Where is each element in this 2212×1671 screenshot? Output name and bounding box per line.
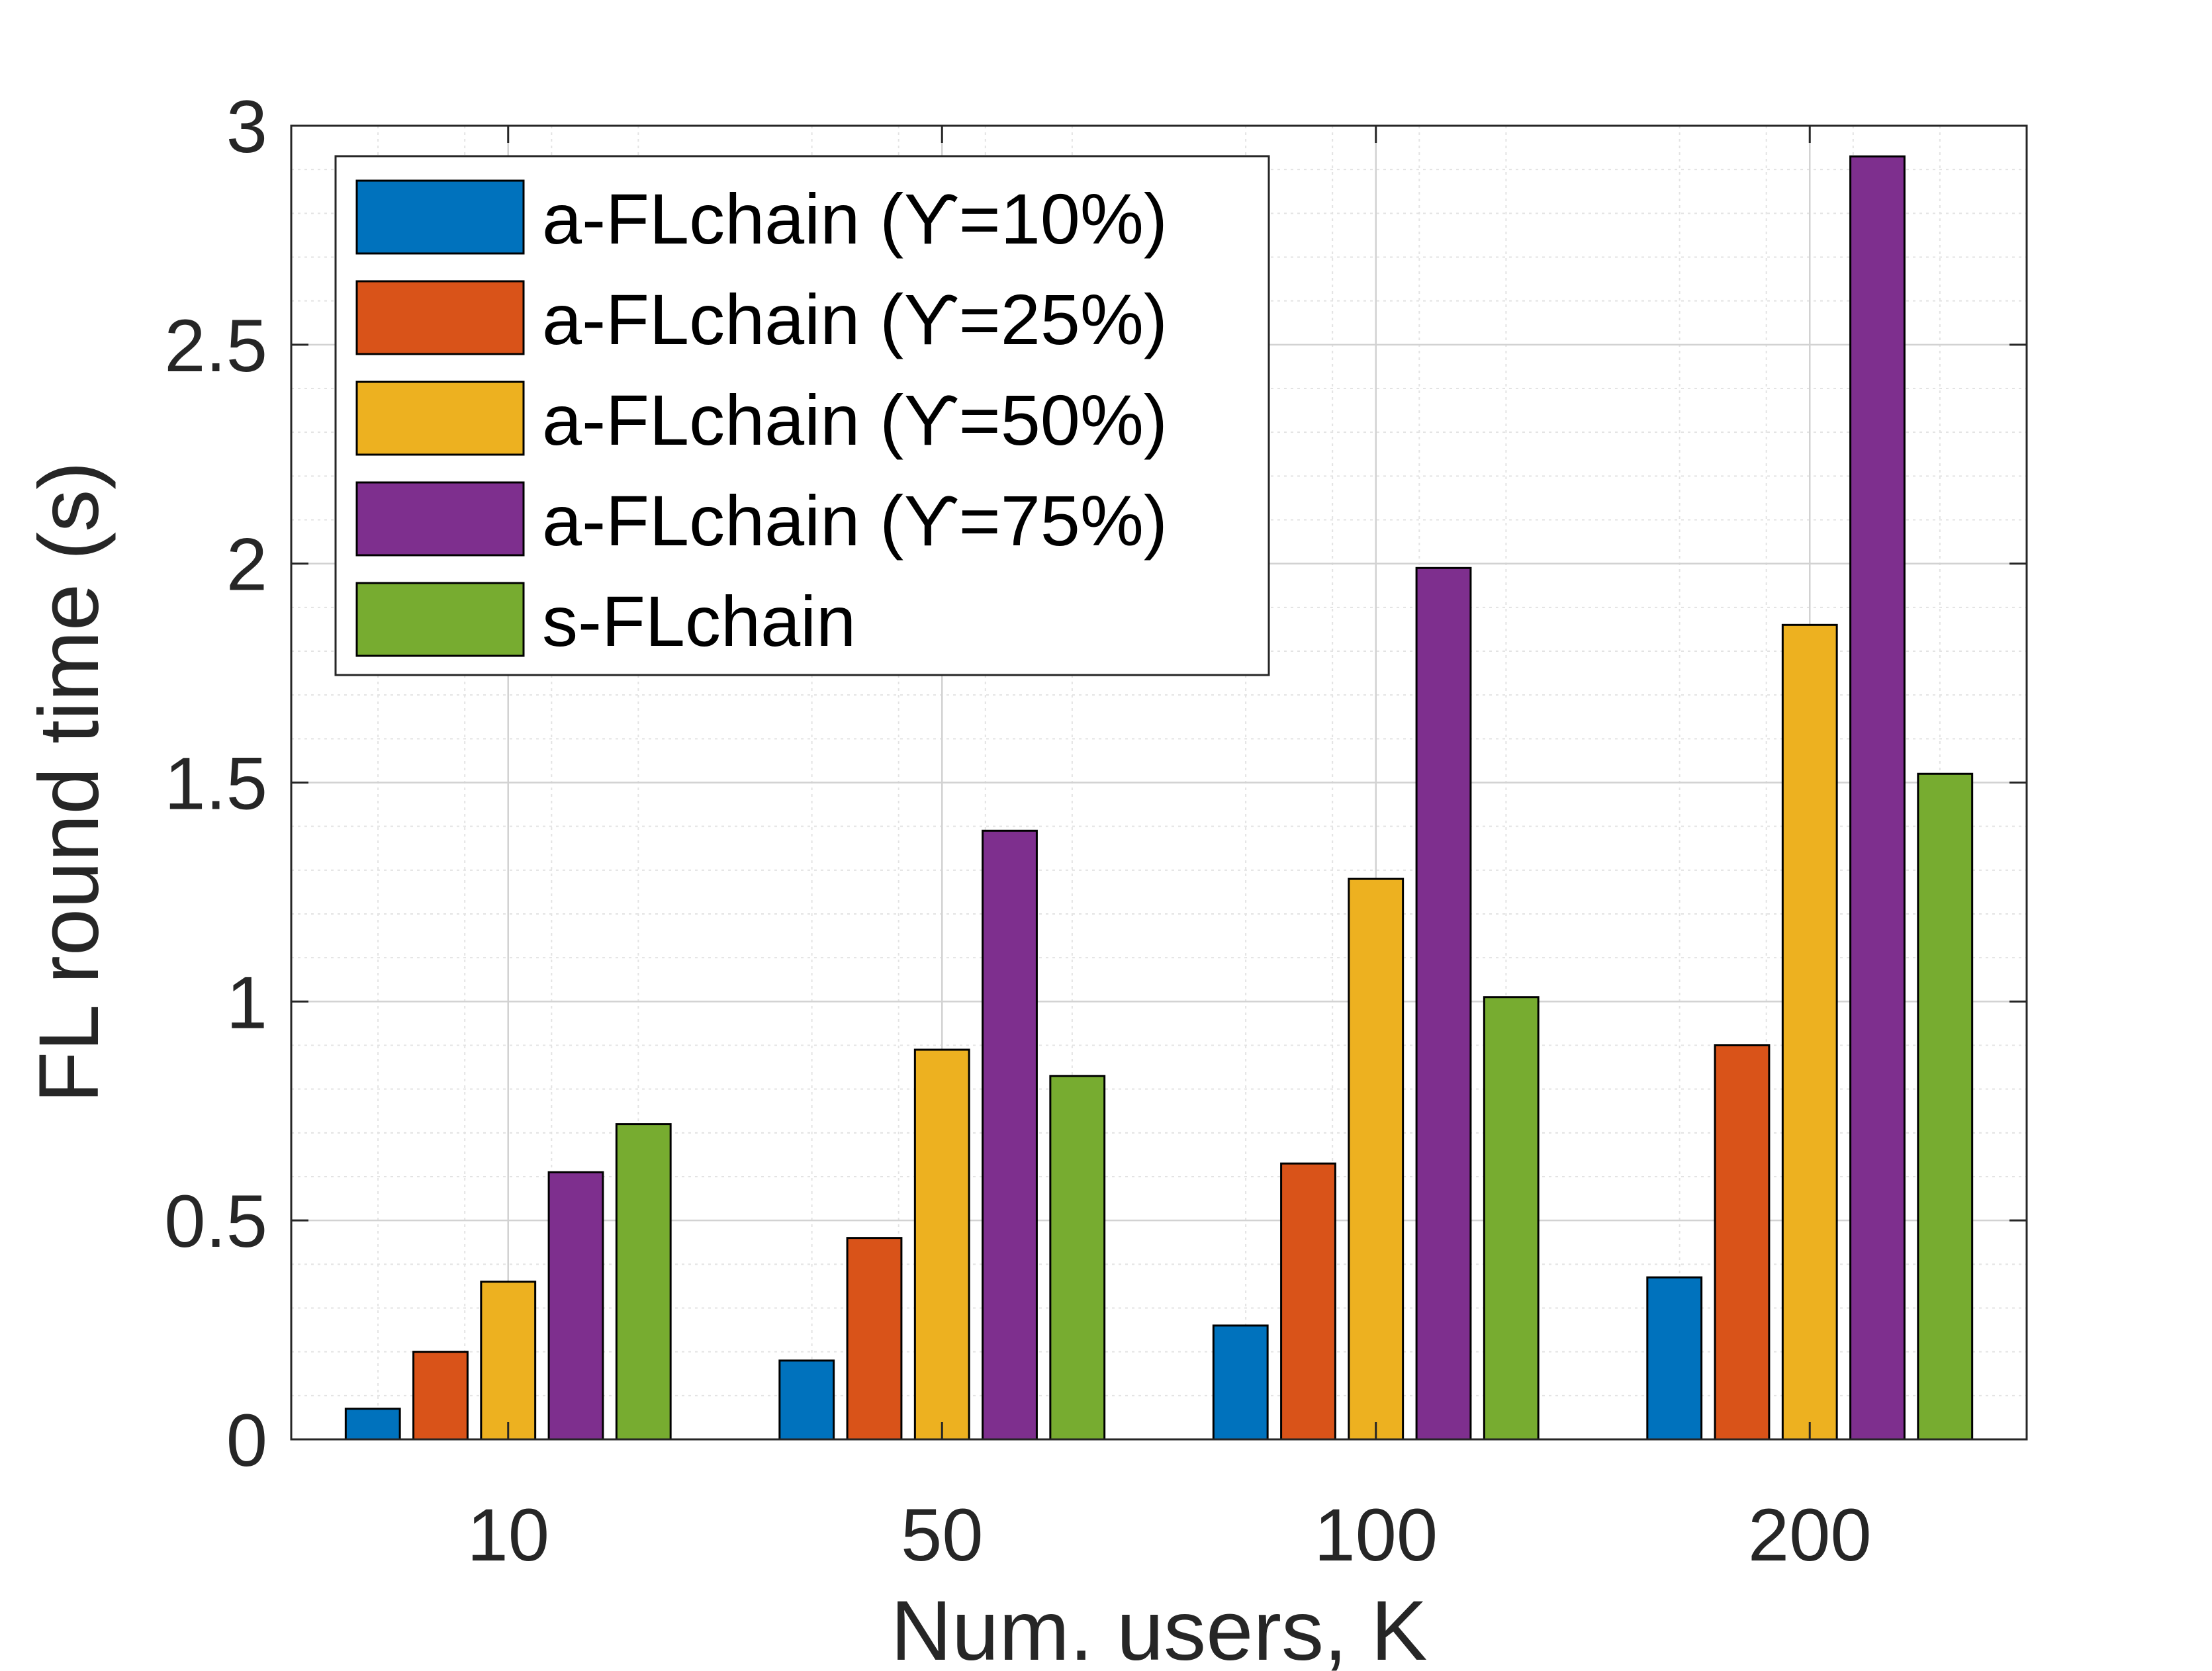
bar-5-100: [1483, 996, 1540, 1441]
bar-4-100: [1415, 566, 1472, 1441]
bar-1-10: [344, 1408, 401, 1441]
y-tick-label: 0.5: [164, 1180, 267, 1263]
bar-4-200: [1849, 155, 1906, 1441]
x-tick-labels: 10 50 100 200: [467, 1494, 1871, 1576]
bar-1-200: [1646, 1276, 1703, 1441]
x-tick-label: 50: [901, 1494, 984, 1576]
legend-label-1: a-FLchain (ϒ=10%): [542, 179, 1168, 259]
legend-swatch-3: [355, 381, 525, 456]
legend: a-FLchain (ϒ=10%) a-FLchain (ϒ=25%) a-FLch…: [334, 155, 1270, 676]
bar-3-50: [913, 1048, 970, 1441]
y-tick-labels: 0 0.5 1 1.5 2 2.5 3: [164, 85, 267, 1482]
axis-ticks: [291, 124, 2027, 1441]
bar-5-200: [1917, 772, 1974, 1441]
y-tick-label: 1: [226, 961, 267, 1044]
x-axis-label: Num. users, K: [891, 1584, 1428, 1671]
bar-3-10: [480, 1281, 537, 1441]
legend-swatch-2: [355, 280, 525, 355]
bar-2-10: [412, 1351, 469, 1441]
bar-3-200: [1781, 623, 1838, 1441]
bar-5-10: [615, 1123, 672, 1441]
bar-2-50: [846, 1237, 903, 1441]
legend-label-5: s-FLchain: [542, 581, 856, 661]
x-tick-label: 200: [1748, 1494, 1872, 1576]
bar-3-100: [1348, 878, 1405, 1441]
y-tick-label: 2: [226, 523, 267, 606]
legend-label-3: a-FLchain (ϒ=50%): [542, 380, 1168, 460]
y-tick-label: 3: [226, 85, 267, 168]
legend-swatch-4: [355, 481, 525, 557]
bar-4-10: [547, 1171, 604, 1441]
y-tick-label: 1.5: [164, 743, 267, 825]
y-axis-label: FL round time (s): [22, 461, 116, 1103]
legend-label-2: a-FLchain (ϒ=25%): [542, 279, 1168, 359]
y-tick-label: 0: [226, 1399, 267, 1482]
legend-swatch-5: [355, 582, 525, 657]
bar-2-200: [1714, 1044, 1771, 1441]
bars: [344, 155, 1974, 1441]
bar-1-100: [1212, 1324, 1269, 1441]
bar-2-100: [1280, 1162, 1336, 1441]
bar-4-50: [982, 829, 1038, 1441]
bar-1-50: [778, 1359, 835, 1441]
legend-swatch-1: [355, 179, 525, 255]
y-tick-label: 2.5: [164, 304, 267, 387]
x-tick-label: 10: [467, 1494, 549, 1576]
legend-label-4: a-FLchain (ϒ=75%): [542, 480, 1168, 561]
bar-5-50: [1049, 1075, 1106, 1441]
x-tick-label: 100: [1314, 1494, 1438, 1576]
